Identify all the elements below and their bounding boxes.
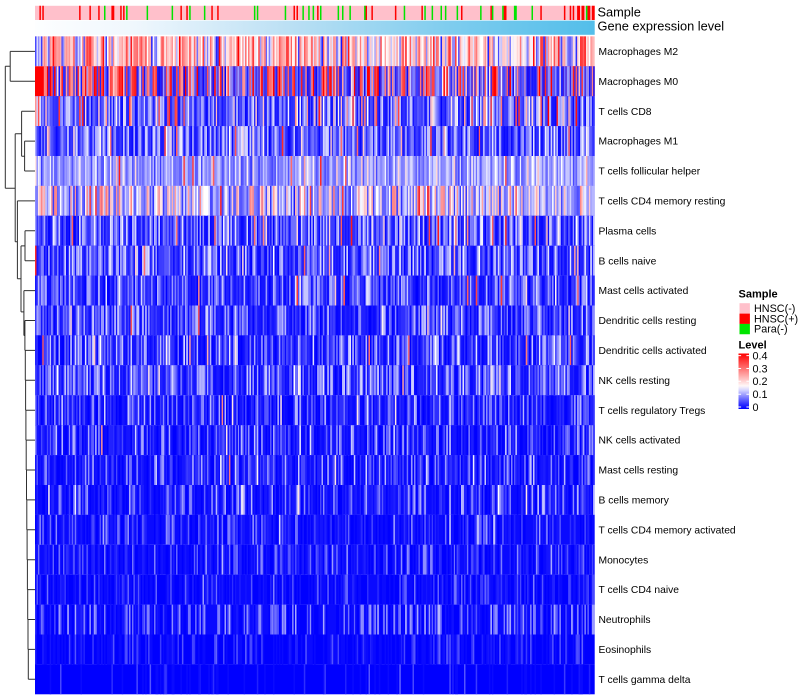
svg-text:Sample: Sample xyxy=(598,4,641,19)
svg-text:B cells memory: B cells memory xyxy=(599,496,670,507)
svg-text:T cells follicular helper: T cells follicular helper xyxy=(599,167,701,178)
svg-text:Neutrophils: Neutrophils xyxy=(599,615,651,626)
svg-text:NK cells activated: NK cells activated xyxy=(599,436,681,447)
svg-text:0.4: 0.4 xyxy=(753,350,768,362)
svg-text:T cells CD4 memory activated: T cells CD4 memory activated xyxy=(599,525,736,536)
svg-text:0.3: 0.3 xyxy=(753,363,768,375)
svg-text:Macrophages M0: Macrophages M0 xyxy=(599,77,679,88)
svg-text:Sample: Sample xyxy=(739,288,778,300)
svg-text:0: 0 xyxy=(753,402,759,414)
svg-text:T cells regulatory Tregs: T cells regulatory Tregs xyxy=(599,406,706,417)
svg-text:Mast cells resting: Mast cells resting xyxy=(599,466,679,477)
svg-text:T cells CD8: T cells CD8 xyxy=(599,107,652,118)
svg-text:B cells naive: B cells naive xyxy=(599,256,657,267)
svg-text:Mast cells activated: Mast cells activated xyxy=(599,286,689,297)
svg-text:HNSC(+): HNSC(+) xyxy=(754,313,798,325)
svg-text:NK cells resting: NK cells resting xyxy=(599,376,671,387)
svg-text:Level: Level xyxy=(739,339,767,351)
svg-text:0.1: 0.1 xyxy=(753,389,768,401)
svg-text:T cells gamma delta: T cells gamma delta xyxy=(599,675,691,686)
svg-text:T cells CD4 naive: T cells CD4 naive xyxy=(599,585,680,596)
svg-text:Para(-): Para(-) xyxy=(754,324,788,336)
svg-text:Plasma cells: Plasma cells xyxy=(599,226,657,237)
svg-text:T cells CD4 memory resting: T cells CD4 memory resting xyxy=(599,197,726,208)
svg-text:Gene expression level: Gene expression level xyxy=(598,18,725,33)
svg-text:0.2: 0.2 xyxy=(753,376,768,388)
svg-text:Macrophages M1: Macrophages M1 xyxy=(599,137,679,148)
svg-text:Macrophages M2: Macrophages M2 xyxy=(599,47,679,58)
svg-text:Eosinophils: Eosinophils xyxy=(599,645,652,656)
svg-text:Monocytes: Monocytes xyxy=(599,555,649,566)
svg-text:Dendritic cells resting: Dendritic cells resting xyxy=(599,316,697,327)
svg-text:Dendritic cells activated: Dendritic cells activated xyxy=(599,346,707,357)
svg-text:HNSC(-): HNSC(-) xyxy=(754,303,795,315)
